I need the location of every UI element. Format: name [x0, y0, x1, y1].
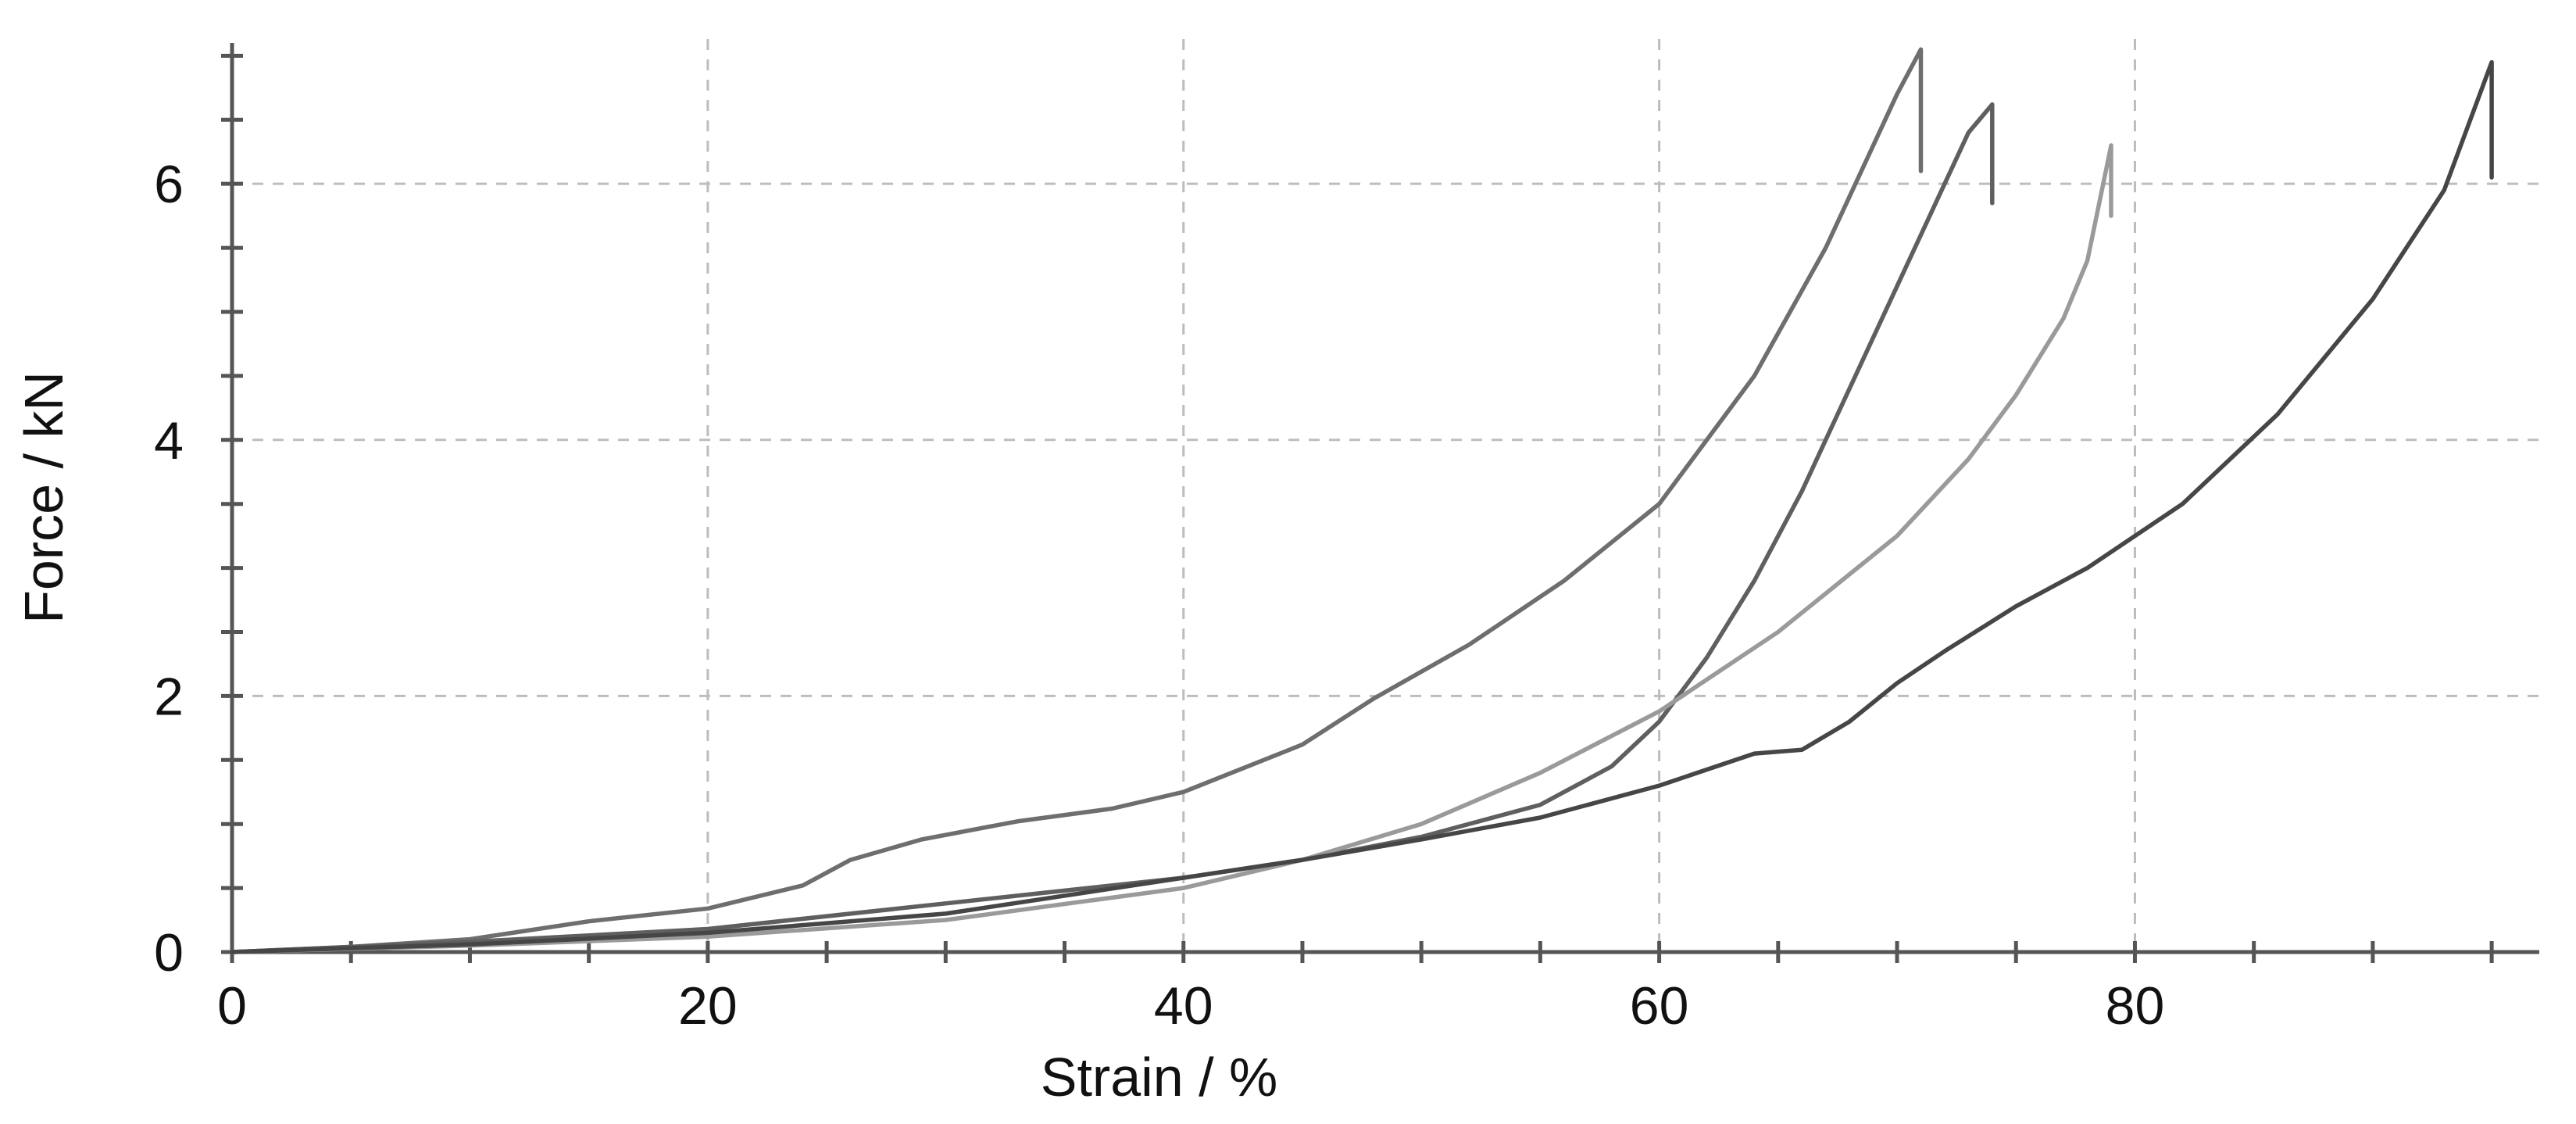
y-tick-label: 4 — [154, 411, 184, 471]
axes — [221, 43, 2539, 963]
x-tick-label: 0 — [217, 976, 247, 1036]
x-tick-label: 40 — [1154, 976, 1213, 1036]
tick-labels: 0 20 40 60 80 0 2 4 6 — [154, 155, 2164, 1036]
x-tick-label: 20 — [678, 976, 738, 1036]
series-line-2 — [230, 102, 1995, 954]
y-axis-title: Force / kN — [13, 371, 74, 624]
y-tick-label: 2 — [154, 667, 184, 726]
grid-layer — [232, 39, 2539, 952]
series-line-3 — [230, 143, 2113, 954]
x-tick-label: 60 — [1630, 976, 1689, 1036]
x-tick-label: 80 — [2106, 976, 2165, 1036]
x-axis-title: Strain / % — [1041, 1047, 1277, 1108]
plot-curves — [230, 47, 2494, 954]
series-line-4 — [230, 59, 2494, 954]
series-line-1 — [230, 47, 1924, 954]
y-tick-label: 6 — [154, 155, 184, 214]
y-tick-label: 0 — [154, 923, 184, 983]
